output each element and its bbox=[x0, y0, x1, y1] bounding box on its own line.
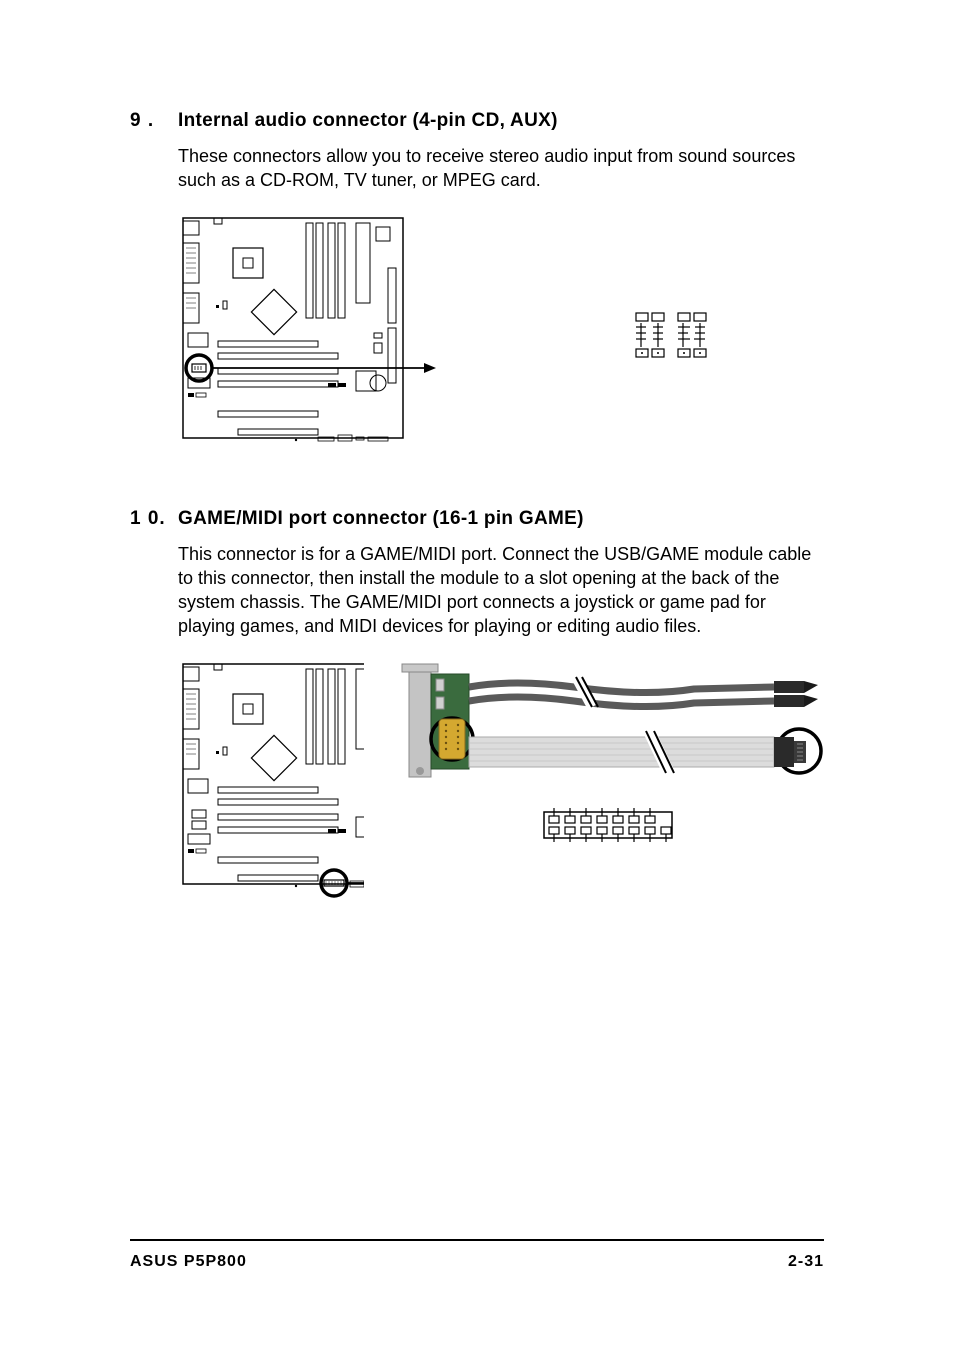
section-10-title: GAME/MIDI port connector (16-1 pin GAME) bbox=[178, 508, 584, 530]
section-10-body: This connector is for a GAME/MIDI port. … bbox=[178, 542, 824, 639]
footer-left: ASUS P5P800 bbox=[130, 1253, 247, 1271]
game-module-photo bbox=[394, 659, 824, 789]
footer-right: 2-31 bbox=[788, 1253, 824, 1271]
section-9-header: 9 . Internal audio connector (4-pin CD, … bbox=[130, 110, 824, 132]
audio-connector-detail bbox=[628, 305, 718, 365]
game-header-pinout bbox=[539, 804, 694, 846]
game-module-area bbox=[394, 659, 824, 846]
section-10-header: 1 0. GAME/MIDI port connector (16-1 pin … bbox=[130, 508, 824, 530]
section-9-body: These connectors allow you to receive st… bbox=[178, 144, 824, 193]
section-9-number: 9 . bbox=[130, 110, 178, 132]
section-9: 9 . Internal audio connector (4-pin CD, … bbox=[130, 110, 824, 458]
section-10: 1 0. GAME/MIDI port connector (16-1 pin … bbox=[130, 508, 824, 904]
section-10-diagram bbox=[178, 659, 824, 904]
page-footer: ASUS P5P800 2-31 bbox=[130, 1239, 824, 1271]
mobo-schematic-10 bbox=[178, 659, 364, 904]
section-9-title: Internal audio connector (4-pin CD, AUX) bbox=[178, 110, 558, 132]
section-9-diagram bbox=[178, 213, 824, 458]
mobo-schematic-9 bbox=[178, 213, 438, 458]
section-10-number: 1 0. bbox=[130, 508, 178, 530]
